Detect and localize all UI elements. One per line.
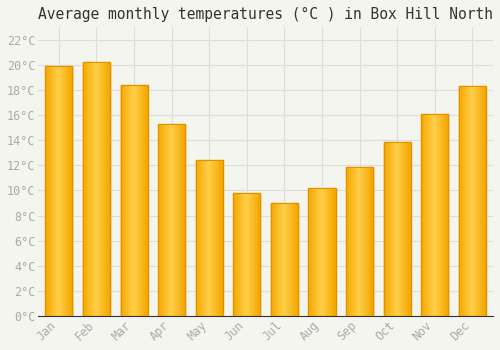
Bar <box>346 167 373 316</box>
Title: Average monthly temperatures (°C ) in Box Hill North: Average monthly temperatures (°C ) in Bo… <box>38 7 493 22</box>
Bar <box>459 86 486 316</box>
Bar <box>384 141 410 316</box>
Bar <box>46 66 72 316</box>
Bar <box>271 203 298 316</box>
Bar <box>158 124 185 316</box>
Bar <box>308 188 336 316</box>
Bar <box>83 62 110 316</box>
Bar <box>196 160 223 316</box>
Bar <box>120 85 148 316</box>
Bar <box>422 114 448 316</box>
Bar <box>234 193 260 316</box>
